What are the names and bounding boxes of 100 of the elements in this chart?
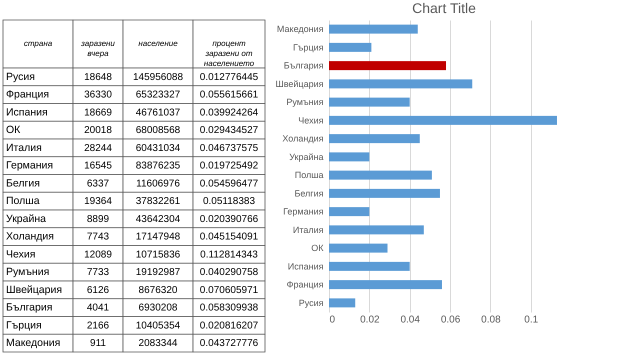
y-tick-label: Украйна: [289, 152, 324, 162]
bar: [329, 188, 440, 198]
bar: [329, 116, 557, 125]
text: 17147948: [136, 232, 180, 243]
y-tick-label: Швейцария: [275, 78, 324, 89]
text: Украйна: [6, 212, 46, 225]
y-tick-label: Италия: [292, 224, 324, 235]
text: 0.058309938: [200, 302, 258, 314]
y-tick-label: Русия: [298, 298, 324, 308]
text: 12089: [84, 249, 112, 260]
text: Холандия: [6, 230, 54, 243]
bar: [329, 24, 418, 34]
text: 0.019725492: [200, 160, 258, 172]
text: 19364: [84, 196, 112, 208]
text: 0.029434527: [200, 125, 258, 136]
x-tick-label: 0.04: [400, 314, 420, 326]
text: 0.039924264: [200, 107, 258, 118]
text: 37832261: [136, 196, 180, 208]
text: 0.054596477: [200, 178, 258, 190]
bar: [329, 79, 472, 88]
text: 46761037: [136, 107, 180, 118]
text: 0.05118383: [202, 196, 256, 208]
text: 8676320: [138, 284, 178, 296]
text: Германия: [6, 160, 54, 172]
text: Швейцария: [6, 284, 62, 296]
text: Македония: [6, 337, 60, 350]
text: 10715836: [136, 249, 180, 260]
category-label: заразени вчера: [80, 39, 116, 58]
text: 10405354: [136, 320, 180, 332]
text: 8899: [86, 214, 110, 225]
bar: [329, 98, 410, 107]
text: 4041: [86, 302, 110, 314]
text: 0.020390766: [200, 214, 258, 225]
category-label: население: [138, 39, 178, 48]
y-tick-label: Испания: [288, 261, 324, 272]
bar: [329, 134, 420, 144]
text: 0.112814343: [200, 249, 258, 260]
text: ОК: [6, 124, 20, 136]
text: Полша: [6, 195, 40, 208]
text: Белгия: [6, 177, 40, 190]
text: 0.045154091: [200, 232, 258, 243]
text: Италия: [6, 142, 42, 154]
y-tick-label: България: [284, 60, 324, 71]
bar: [329, 152, 370, 162]
y-tick-label: Белгия: [294, 188, 324, 198]
y-tick-label: ОК: [311, 243, 324, 254]
text: 6126: [86, 284, 110, 296]
x-tick-label: 0.06: [440, 314, 461, 326]
text: 65323327: [136, 90, 180, 101]
text: 0.012776445: [200, 72, 258, 83]
text: 7733: [86, 267, 110, 278]
x-tick-label: 0.08: [481, 314, 502, 326]
text: 6337: [86, 178, 110, 190]
x-tick-label: 0: [330, 314, 336, 326]
y-tick-label: Полша: [294, 170, 324, 180]
text: 0.055615661: [200, 90, 258, 101]
text: 68008568: [136, 125, 180, 136]
y-tick-label: Румъния: [286, 97, 324, 108]
bar: [329, 244, 388, 253]
text: 0.046737575: [200, 142, 258, 154]
bar: [329, 225, 424, 234]
text: 60431034: [136, 142, 180, 154]
y-tick-label: Франция: [286, 280, 324, 290]
text: 18648: [84, 72, 112, 83]
text: 18669: [84, 107, 112, 118]
category-label: страна: [24, 39, 53, 48]
text: 16545: [84, 160, 112, 172]
text: 43642304: [136, 214, 180, 225]
text: 0.040290758: [200, 267, 258, 278]
text: 20018: [84, 125, 112, 136]
text: 145956088: [132, 72, 184, 83]
text: Румъния: [6, 266, 50, 278]
y-tick-label: Чехия: [298, 115, 324, 126]
bar: [329, 280, 442, 290]
text: 6930208: [138, 302, 178, 314]
bar: [329, 61, 446, 70]
x-tick-label: 0.1: [524, 314, 539, 326]
text: 28244: [84, 142, 112, 154]
chart-title: Chart Title: [412, 0, 476, 16]
bar: [329, 262, 410, 271]
bar: [329, 170, 432, 180]
text: 2166: [86, 320, 110, 332]
text: 36330: [84, 90, 112, 101]
text: 0.070605971: [200, 284, 258, 296]
x-tick-label: 0.02: [360, 314, 380, 326]
text: 7743: [86, 232, 110, 243]
text: 911: [90, 338, 106, 350]
text: Франция: [6, 88, 50, 101]
text: 19192987: [136, 267, 180, 278]
y-tick-label: Гърция: [292, 42, 324, 52]
text: 0.020816207: [200, 320, 258, 332]
text: Русия: [6, 70, 35, 83]
text: 83876235: [136, 160, 180, 172]
text: България: [6, 302, 52, 314]
bar: [329, 298, 356, 308]
category-label: процент заразени от населението: [204, 39, 255, 68]
text: 11606976: [136, 178, 180, 190]
y-tick-label: Холандия: [282, 134, 324, 144]
text: 0.043727776: [200, 338, 258, 350]
text: 2083344: [138, 338, 178, 350]
